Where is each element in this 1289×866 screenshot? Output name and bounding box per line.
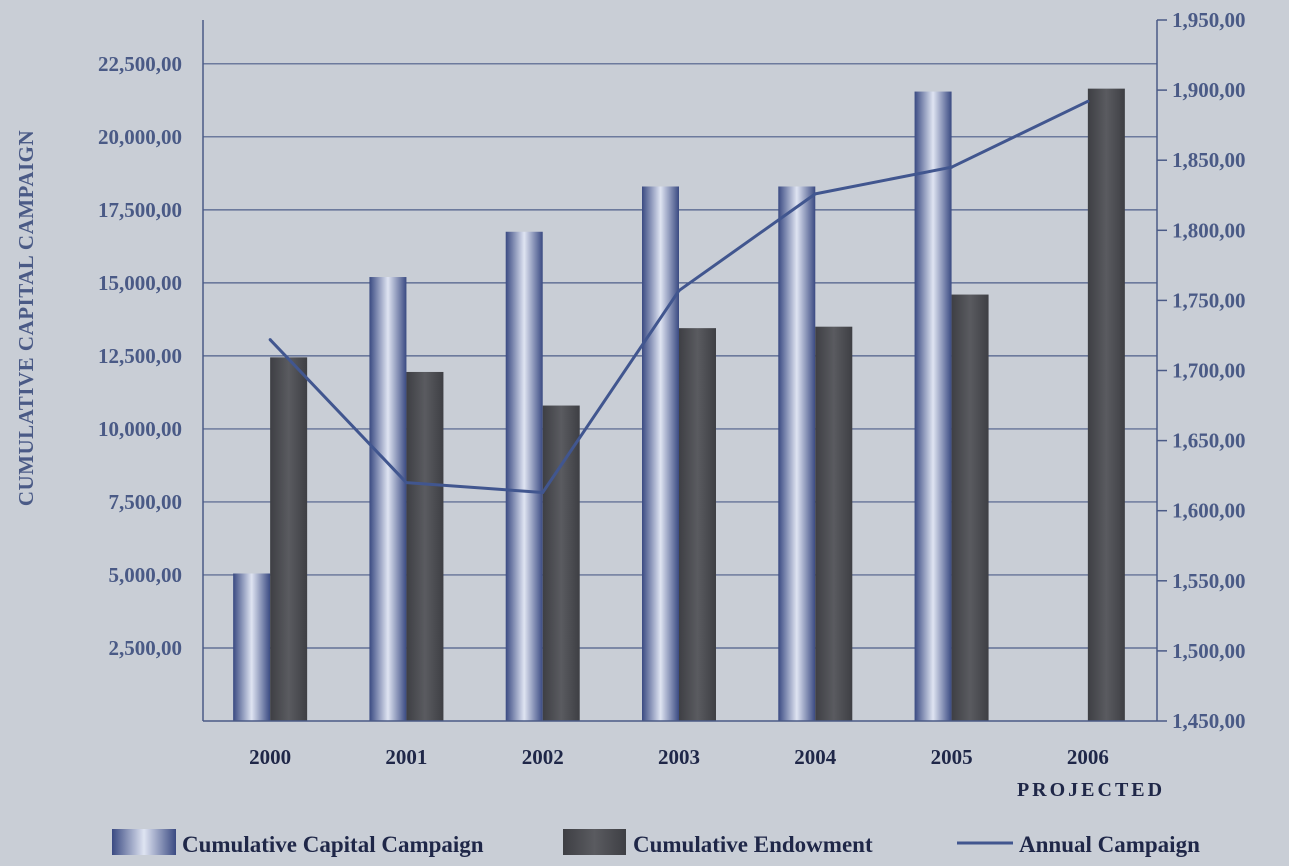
bar-endowment-2000 bbox=[270, 357, 308, 721]
legend-swatch-endowment bbox=[563, 829, 626, 855]
annual-campaign-point-2005 bbox=[950, 165, 954, 169]
x-tick-label-2003: 2003 bbox=[658, 745, 700, 769]
y2-tick-label-5: 1,700,00 bbox=[1172, 359, 1246, 383]
x-tick-label-2005: 2005 bbox=[931, 745, 973, 769]
x-tick-label-2000: 2000 bbox=[249, 745, 291, 769]
x-tick-label-2006: 2006 bbox=[1067, 745, 1109, 769]
y-tick-label-3: 10,000,00 bbox=[98, 417, 182, 441]
y-axis-title: CUMULATIVE CAPITAL CAMPAIGN bbox=[14, 130, 38, 506]
bar-capital-2005 bbox=[914, 91, 952, 721]
y-tick-label-8: 22,500,00 bbox=[98, 52, 182, 76]
bar-capital-2001 bbox=[369, 277, 407, 721]
bar-endowment-2003 bbox=[679, 328, 716, 721]
y2-tick-label-8: 1,850,00 bbox=[1172, 148, 1246, 172]
bar-capital-2004 bbox=[778, 186, 816, 722]
y2-tick-label-4: 1,650,00 bbox=[1172, 429, 1246, 453]
annual-campaign-point-2002 bbox=[541, 490, 545, 494]
bar-capital-2002 bbox=[505, 231, 543, 721]
y-tick-label-6: 17,500,00 bbox=[98, 198, 182, 222]
bar-endowment-2004 bbox=[815, 326, 853, 721]
y2-tick-label-6: 1,750,00 bbox=[1172, 288, 1246, 312]
legend-label-annual: Annual Campaign bbox=[1019, 832, 1200, 857]
annual-campaign-point-2003 bbox=[677, 289, 681, 293]
bar-endowment-2001 bbox=[406, 371, 444, 721]
y-tick-label-7: 20,000,00 bbox=[98, 125, 182, 149]
y2-tick-label-1: 1,500,00 bbox=[1172, 639, 1246, 663]
annual-campaign-line-layer bbox=[268, 99, 1090, 494]
x-tick-label-2001: 2001 bbox=[385, 745, 427, 769]
bar-endowment-2005 bbox=[951, 294, 989, 721]
y-tick-label-0: 2,500,00 bbox=[109, 636, 183, 660]
annual-campaign-point-2006 bbox=[1086, 99, 1090, 103]
bar-endowment-2002 bbox=[542, 405, 580, 721]
y-tick-label-1: 5,000,00 bbox=[109, 563, 183, 587]
legend-label-endowment: Cumulative Endowment bbox=[633, 832, 873, 857]
annual-campaign-point-2004 bbox=[813, 192, 817, 196]
y-tick-label-4: 12,500,00 bbox=[98, 344, 182, 368]
tick-labels: 2,500,00 5,000,00 7,500,00 10,000,00 12,500,… bbox=[98, 8, 1246, 769]
y2-tick-label-2: 1,550,00 bbox=[1172, 569, 1246, 593]
annual-campaign-point-2000 bbox=[268, 338, 272, 342]
y2-tick-label-7: 1,800,00 bbox=[1172, 218, 1246, 242]
y2-tick-label-9: 1,900,00 bbox=[1172, 78, 1246, 102]
bar-capital-2000 bbox=[233, 573, 271, 721]
annual-campaign-point-2001 bbox=[404, 481, 408, 485]
y2-tick-label-0: 1,450,00 bbox=[1172, 709, 1246, 733]
legend-label-capital: Cumulative Capital Campaign bbox=[182, 832, 484, 857]
bar-capital-2003 bbox=[642, 186, 679, 722]
bar-endowment-2006 bbox=[1087, 88, 1125, 721]
legend: Cumulative Capital Campaign Cumulative E… bbox=[112, 829, 1200, 857]
legend-swatch-capital bbox=[112, 829, 176, 855]
axes bbox=[202, 19, 1167, 722]
bars bbox=[233, 88, 1125, 722]
y-tick-label-5: 15,000,00 bbox=[98, 271, 182, 295]
projected-note: PROJECTED bbox=[1017, 779, 1165, 801]
y-tick-label-2: 7,500,00 bbox=[109, 490, 183, 514]
x-tick-label-2004: 2004 bbox=[794, 745, 837, 769]
y2-tick-label-3: 1,600,00 bbox=[1172, 499, 1246, 523]
y2-tick-label-10: 1,950,00 bbox=[1172, 8, 1246, 32]
x-tick-label-2002: 2002 bbox=[522, 745, 564, 769]
